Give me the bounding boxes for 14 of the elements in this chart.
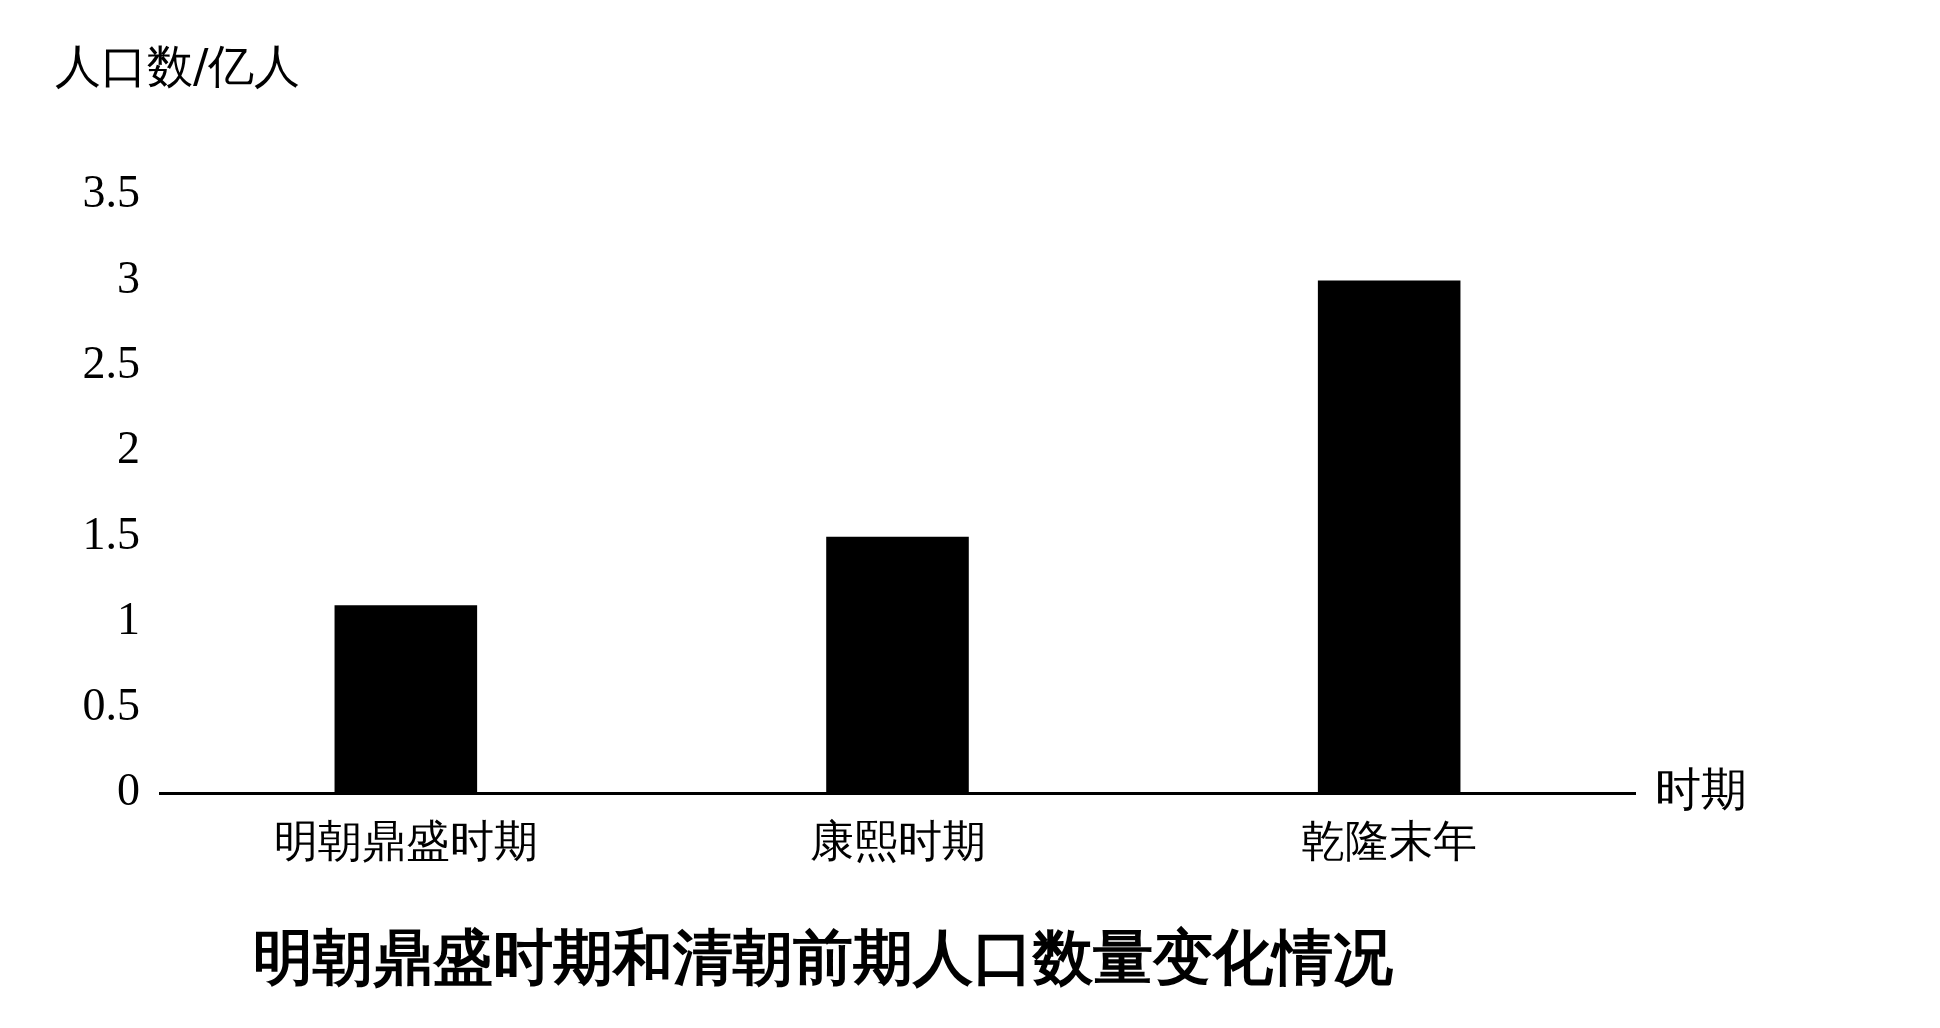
y-tick-label: 2 xyxy=(117,422,140,474)
x-tick-label: 康熙时期 xyxy=(809,815,986,867)
y-tick-label: 2.5 xyxy=(82,336,140,388)
y-tick-label: 1 xyxy=(117,593,140,645)
x-tick-label: 明朝鼎盛时期 xyxy=(273,815,538,867)
y-tick-label: 3.5 xyxy=(82,166,140,218)
y-axis-title: 人口数/亿人 xyxy=(55,38,301,93)
text: 明朝鼎盛时期和清朝前期人口数量变化情况 xyxy=(252,921,1393,992)
x-axis-title: 时期 xyxy=(1655,762,1747,817)
y-tick-label: 3 xyxy=(117,251,140,303)
y-tick-label: 1.5 xyxy=(82,507,140,559)
y-tick-label: 0 xyxy=(117,764,140,816)
x-tick-label: 乾隆末年 xyxy=(1301,815,1478,867)
y-tick-label: 0.5 xyxy=(82,678,140,730)
